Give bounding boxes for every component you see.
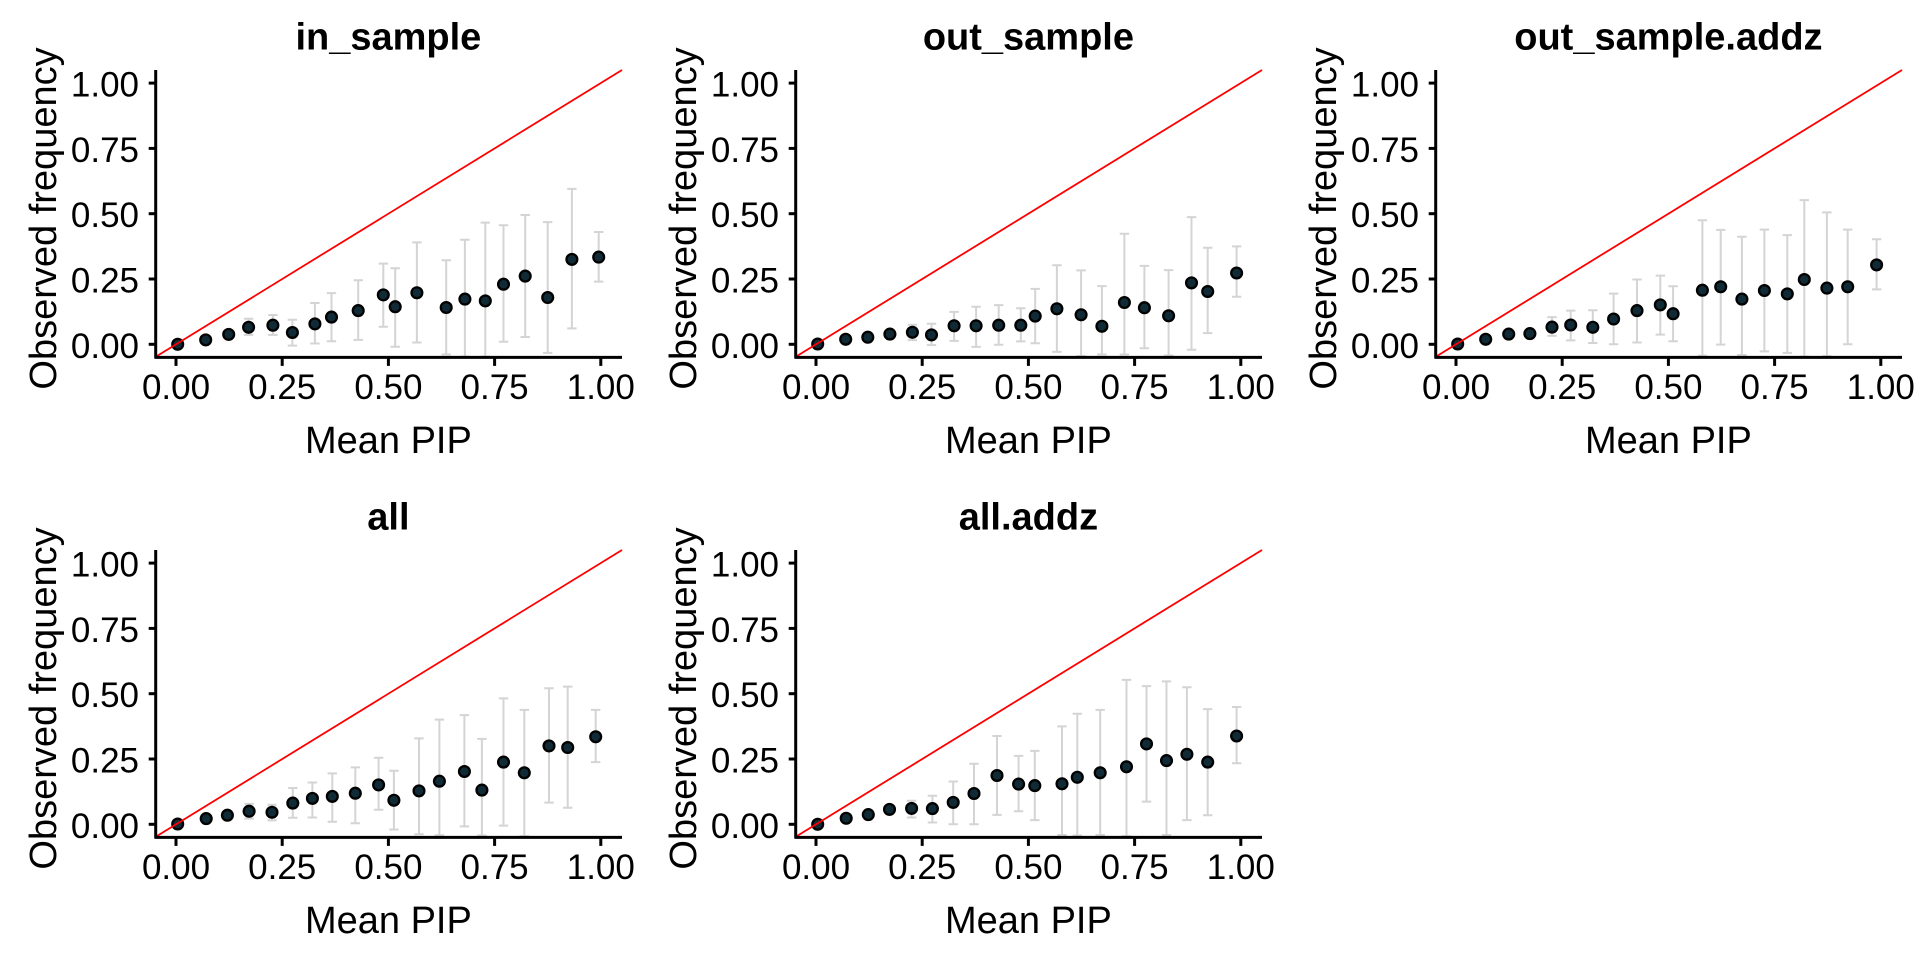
svg-text:0.50: 0.50 (354, 368, 422, 407)
svg-text:1.00: 1.00 (71, 66, 139, 105)
svg-text:0.00: 0.00 (711, 327, 779, 366)
svg-text:1.00: 1.00 (567, 368, 635, 407)
svg-text:0.50: 0.50 (1634, 368, 1702, 407)
svg-text:1.00: 1.00 (711, 66, 779, 105)
svg-text:1.00: 1.00 (1847, 368, 1915, 407)
svg-text:0.00: 0.00 (142, 848, 210, 887)
svg-text:all.addz: all.addz (959, 496, 1098, 538)
svg-text:0.25: 0.25 (888, 848, 956, 887)
svg-text:1.00: 1.00 (1207, 848, 1275, 887)
svg-text:Observed frequency: Observed frequency (23, 527, 65, 869)
svg-text:0.50: 0.50 (354, 848, 422, 887)
svg-text:0.00: 0.00 (1422, 368, 1490, 407)
svg-text:0.75: 0.75 (711, 611, 779, 650)
svg-text:0.75: 0.75 (1741, 368, 1809, 407)
svg-text:0.25: 0.25 (888, 368, 956, 407)
svg-text:0.25: 0.25 (248, 368, 316, 407)
svg-text:all: all (367, 496, 409, 538)
svg-text:1.00: 1.00 (1207, 368, 1275, 407)
svg-text:0.75: 0.75 (1351, 131, 1419, 170)
svg-text:0.00: 0.00 (782, 368, 850, 407)
svg-text:in_sample: in_sample (295, 16, 481, 58)
svg-text:0.75: 0.75 (71, 131, 139, 170)
svg-text:0.75: 0.75 (711, 131, 779, 170)
svg-text:Observed frequency: Observed frequency (1303, 47, 1345, 389)
svg-text:Mean PIP: Mean PIP (305, 900, 472, 942)
svg-text:0.00: 0.00 (782, 848, 850, 887)
svg-text:0.50: 0.50 (994, 368, 1062, 407)
svg-text:0.75: 0.75 (71, 611, 139, 650)
svg-text:0.00: 0.00 (1351, 327, 1419, 366)
svg-text:0.25: 0.25 (71, 742, 139, 781)
svg-text:0.25: 0.25 (71, 262, 139, 301)
svg-text:Observed frequency: Observed frequency (23, 47, 65, 389)
svg-text:0.25: 0.25 (711, 262, 779, 301)
svg-text:0.50: 0.50 (71, 196, 139, 235)
svg-text:0.75: 0.75 (461, 368, 529, 407)
svg-text:1.00: 1.00 (711, 546, 779, 585)
svg-text:0.25: 0.25 (711, 742, 779, 781)
svg-text:0.00: 0.00 (142, 368, 210, 407)
svg-text:0.75: 0.75 (461, 848, 529, 887)
svg-text:0.25: 0.25 (1528, 368, 1596, 407)
svg-text:Mean PIP: Mean PIP (1585, 420, 1752, 462)
svg-text:0.50: 0.50 (711, 196, 779, 235)
svg-text:1.00: 1.00 (567, 848, 635, 887)
svg-text:out_sample.addz: out_sample.addz (1514, 16, 1822, 58)
svg-text:0.75: 0.75 (1101, 848, 1169, 887)
svg-text:0.00: 0.00 (71, 807, 139, 846)
svg-text:Mean PIP: Mean PIP (305, 420, 472, 462)
svg-text:0.25: 0.25 (248, 848, 316, 887)
svg-text:1.00: 1.00 (71, 546, 139, 585)
svg-text:0.50: 0.50 (71, 676, 139, 715)
svg-text:1.00: 1.00 (1351, 66, 1419, 105)
svg-text:Observed frequency: Observed frequency (663, 47, 705, 389)
svg-text:Mean PIP: Mean PIP (945, 420, 1112, 462)
svg-text:0.75: 0.75 (1101, 368, 1169, 407)
svg-text:0.50: 0.50 (1351, 196, 1419, 235)
svg-text:0.00: 0.00 (711, 807, 779, 846)
svg-text:0.25: 0.25 (1351, 262, 1419, 301)
svg-text:Observed frequency: Observed frequency (663, 527, 705, 869)
svg-text:0.50: 0.50 (994, 848, 1062, 887)
svg-text:0.50: 0.50 (711, 676, 779, 715)
svg-text:out_sample: out_sample (923, 16, 1134, 58)
svg-text:Mean PIP: Mean PIP (945, 900, 1112, 942)
svg-text:0.00: 0.00 (71, 327, 139, 366)
